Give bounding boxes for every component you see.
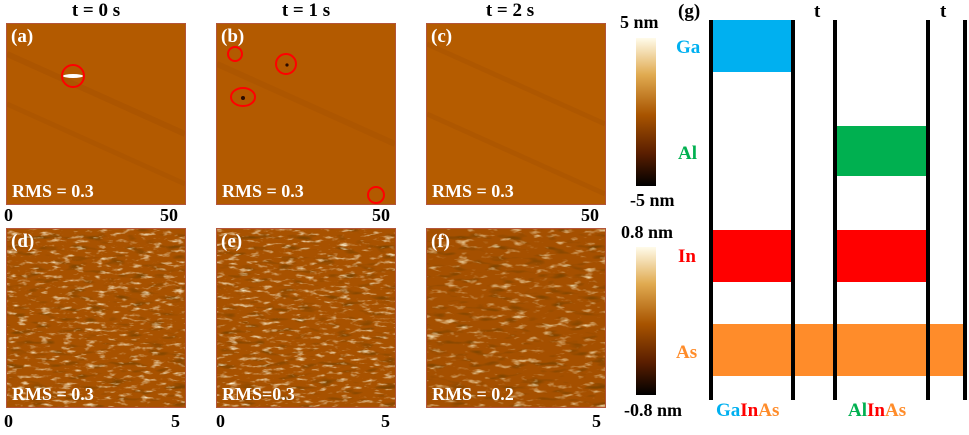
in-shutter-block-1 (711, 230, 793, 282)
al-shutter-block (835, 126, 927, 176)
time-line (926, 20, 930, 400)
afm-panel-d: (d) RMS = 0.3 (6, 228, 186, 408)
colorbar-bottom (636, 247, 656, 395)
shutter-diagram: (g) t t Ga Al In As GaInAs AlInAs (670, 0, 969, 435)
header-t1: t = 1 s (281, 0, 331, 21)
rms-label-d: RMS = 0.3 (12, 384, 94, 404)
afm-panel-b: (b) RMS = 0.3 (216, 23, 396, 205)
afm-image-d (7, 229, 185, 407)
afm-panel-a: (a) RMS = 0.3 (6, 23, 186, 205)
afm-image-a (7, 24, 185, 204)
in-shutter-block-2 (835, 230, 927, 282)
afm-image-c (427, 24, 605, 204)
afm-panel-c: (c) RMS = 0.3 (426, 23, 606, 205)
tick-d-zero: 0 (4, 411, 13, 431)
element-label-al: Al (678, 143, 697, 164)
compound-part-as: As (758, 400, 780, 421)
tick-c-end: 50 (581, 205, 599, 225)
element-label-in: In (678, 246, 696, 267)
panel-label-f: (f) (431, 231, 450, 252)
element-label-ga: Ga (676, 37, 701, 58)
rms-label-b: RMS = 0.3 (222, 181, 304, 201)
ga-shutter-block (711, 20, 793, 72)
afm-image-f (427, 229, 605, 407)
tick-b-end: 50 (372, 205, 390, 225)
header-t2: t = 2 s (485, 0, 535, 21)
afm-panel-e: (e) RMS=0.3 (216, 228, 396, 408)
panel-label-d: (d) (11, 231, 35, 252)
tick-d-end: 5 (171, 411, 180, 431)
afm-image-b (217, 24, 395, 204)
defect-circle (227, 46, 243, 62)
compound-gainas: GaInAs (716, 400, 779, 422)
defect-circle (275, 53, 297, 75)
time-line (791, 20, 795, 400)
rms-label-f: RMS = 0.2 (432, 384, 514, 404)
time-line (963, 20, 967, 400)
compound-part-as: As (884, 400, 907, 421)
panel-label-a: (a) (11, 26, 34, 47)
tick-e-zero: 0 (216, 411, 225, 431)
t-marker-1: t (814, 1, 821, 22)
panel-label-e: (e) (221, 231, 243, 252)
compound-part-al: Al (848, 400, 867, 421)
t-marker-2: t (940, 1, 947, 22)
header-t0: t = 0 s (71, 0, 121, 21)
colorbar-top-min: -5 nm (630, 190, 675, 210)
defect-circle (230, 87, 256, 107)
colorbar-bottom-min: -0.8 nm (624, 400, 682, 420)
defect-circle (367, 186, 385, 204)
panel-label-b: (b) (221, 26, 245, 47)
colorbar-bottom-max: 0.8 nm (621, 222, 674, 242)
as-shutter-block (711, 324, 965, 376)
time-line (709, 20, 713, 400)
afm-panel-f: (f) RMS = 0.2 (426, 228, 606, 408)
compound-alinas: AlInAs (848, 400, 906, 422)
panel-label-c: (c) (431, 26, 453, 47)
rms-label-e: RMS=0.3 (222, 384, 295, 404)
tick-top-zero: 0 (4, 205, 13, 225)
panel-label-g: (g) (678, 1, 701, 22)
compound-part-ga: Ga (716, 400, 741, 421)
colorbar-top-max: 5 nm (620, 12, 659, 32)
tick-f-end: 5 (592, 411, 601, 431)
tick-e-end: 5 (381, 411, 390, 431)
compound-part-in: In (867, 400, 885, 421)
colorbar-top (636, 38, 656, 186)
compound-part-in: In (740, 400, 759, 421)
element-label-as: As (676, 342, 698, 363)
defect-circle (61, 64, 85, 88)
tick-a-end: 50 (160, 205, 178, 225)
rms-label-c: RMS = 0.3 (432, 181, 514, 201)
time-line (833, 20, 837, 400)
rms-label-a: RMS = 0.3 (12, 181, 94, 201)
afm-image-e (217, 229, 395, 407)
